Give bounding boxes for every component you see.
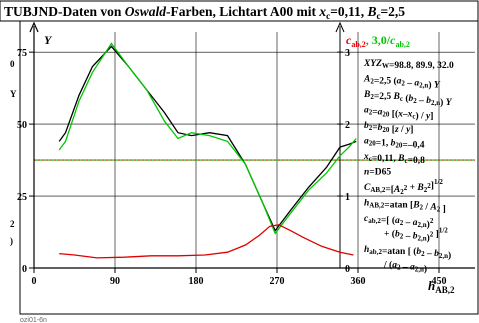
annotation-line: CAB,2=[A22 + B22]1/2 (364, 178, 443, 196)
annotation-line: A2=2,5 (a2 – a2,n) Y (363, 75, 441, 91)
y-tick-label: 50 (17, 120, 27, 131)
annotation-line: a20=1, b20=–0,4 (364, 137, 425, 151)
right-axis-label: cab,2, 3,0/cab,2 (346, 33, 410, 49)
annotation-line: + (b2 – b2,n)2 ]1/2 (384, 227, 448, 244)
y-tick-label: 75 (17, 48, 27, 59)
annotation-line: B2=2,5 Bc (b2 – b2,n) Y (363, 90, 453, 108)
annotation-line: hab,2=atan [ (b2 – b2,n) (364, 245, 451, 261)
annotation-line: cab,2=[ (a2 – a2,n)2 (364, 214, 434, 230)
x-tick-label: 450 (432, 276, 447, 287)
footer-code: ozi01-6n (20, 317, 47, 323)
x-tick-label: 270 (270, 276, 285, 287)
grid (34, 32, 475, 268)
right-tick-label: 1 (345, 192, 350, 203)
left-edge-fragment: 0 (10, 59, 15, 69)
series-line-black (58, 45, 357, 232)
annotation-line: XYZW=98.8, 89.9, 32.0 (363, 59, 454, 71)
plot-frame (19, 20, 479, 315)
chart-title: TUBJND-Daten von Oswald-Farben, Lichtart… (4, 4, 405, 21)
annotation-line: hAB,2=atan [B2 / A2 ] (364, 199, 446, 215)
left-edge-fragment: Y (10, 89, 17, 99)
series-group (58, 42, 357, 259)
x-tick-label: 90 (110, 276, 120, 287)
annotation-line: a2=a20 [(x–xc) / y] (364, 106, 433, 122)
left-edge-fragment: 2 (10, 219, 15, 229)
annotation-line: b2=b20 [z / y] (364, 121, 413, 135)
series-line-green (58, 42, 357, 235)
axes: 0 90 180 270 360 450 0 25 50 75 0 1 2 3 (17, 21, 475, 287)
x-tick-label: 0 (32, 276, 37, 287)
annotation-line: / (a2 – a2,n) (383, 260, 427, 275)
right-axis-arrow (335, 21, 345, 33)
y-axis-arrow (29, 21, 39, 33)
y-tick-label: 25 (17, 192, 27, 203)
right-tick-label: 2 (345, 120, 350, 131)
series-line-red (59, 224, 354, 259)
right-tick-label: 3 (345, 48, 350, 59)
left-edge-fragment: ) (10, 236, 13, 246)
x-axis-label: hAB,2 (428, 278, 455, 295)
left-edge-fragments: 0 Y 2) (10, 59, 17, 246)
y-axis-label: Y (44, 33, 53, 47)
right-tick-label: 0 (345, 264, 350, 275)
x-tick-label: 360 (351, 276, 366, 287)
y-tick-label: 0 (22, 264, 27, 275)
annotation-line: xc=0,11, Bc=0,8 (363, 152, 425, 166)
annotation-line: n=D65 (364, 168, 391, 178)
x-tick-label: 180 (189, 276, 204, 287)
annotation-block: XYZW=98.8, 89.9, 32.0 A2=2,5 (a2 – a2,n) … (363, 59, 454, 275)
